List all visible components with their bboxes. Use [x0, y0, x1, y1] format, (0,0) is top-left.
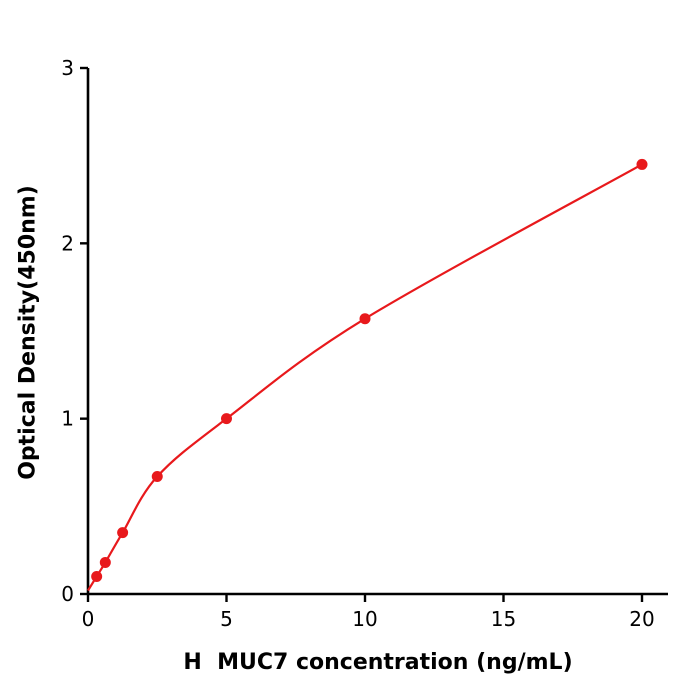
y-tick-label: 1	[61, 407, 74, 431]
data-point	[359, 313, 371, 325]
x-tick-label: 15	[491, 607, 516, 631]
data-point	[151, 471, 163, 483]
data-point	[117, 527, 129, 539]
data-point	[91, 570, 103, 582]
y-tick-label: 2	[61, 231, 74, 255]
x-tick-label: 5	[220, 607, 233, 631]
x-tick-label: 10	[352, 607, 377, 631]
fitted-curve-line	[87, 163, 643, 592]
y-tick-label: 0	[61, 582, 74, 606]
data-point	[636, 158, 648, 170]
x-axis-title: H MUC7 concentration (ng/mL)	[183, 650, 573, 675]
data-point	[221, 413, 232, 425]
x-tick-label: 0	[82, 607, 95, 631]
y-axis-title: Optical Density(450nm)	[15, 185, 41, 480]
data-point	[99, 556, 111, 568]
x-tick-label: 20	[629, 607, 654, 631]
y-tick-label: 3	[61, 56, 74, 80]
